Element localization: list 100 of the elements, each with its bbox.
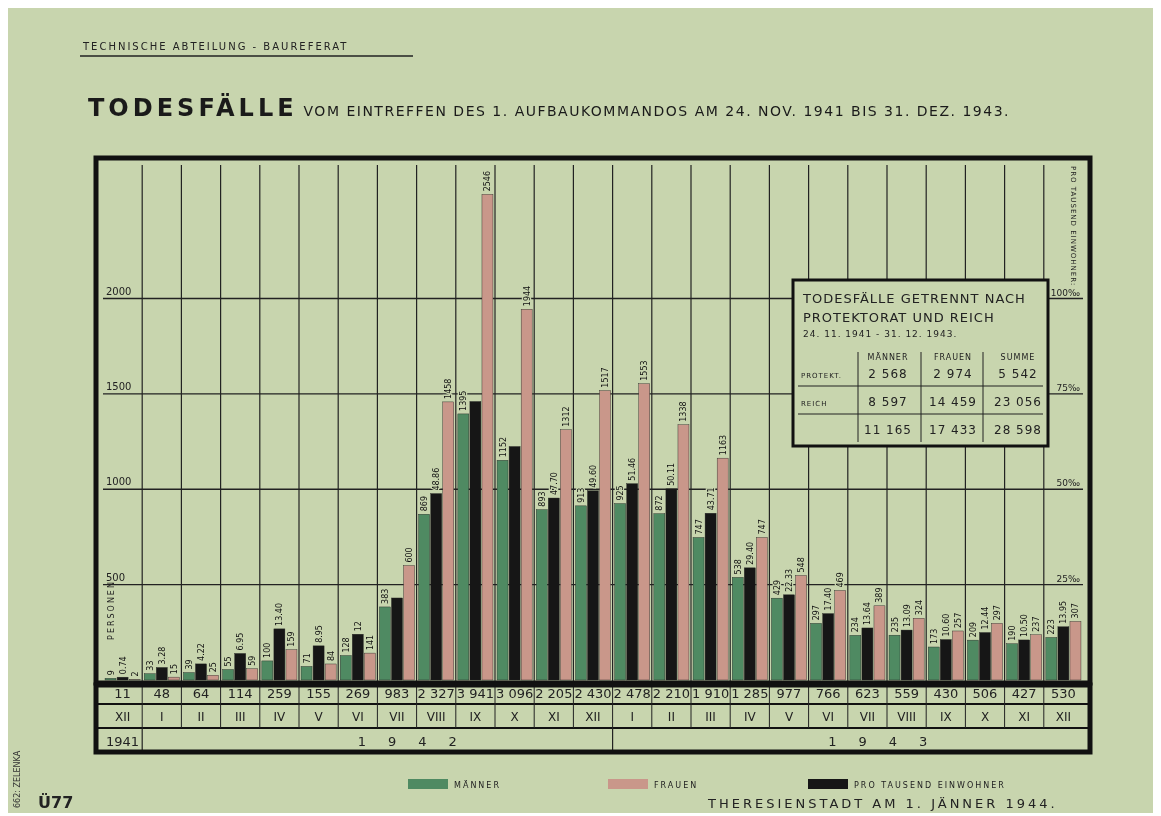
- data-label: 141: [365, 634, 375, 651]
- data-label: 538: [733, 559, 743, 575]
- data-label: 159: [287, 631, 297, 647]
- y-tick-label: 1500: [106, 380, 132, 392]
- data-label: 600: [405, 547, 415, 563]
- x-tick-label: X: [510, 710, 519, 724]
- data-label: 50.11: [667, 462, 677, 486]
- x-tick-label: XI: [547, 710, 560, 724]
- data-label: 17.40: [824, 587, 834, 611]
- x-tick-label: IV: [743, 710, 757, 724]
- data-label: 869: [420, 495, 430, 512]
- data-label: 1312: [561, 406, 571, 427]
- annotation: 23 056: [994, 395, 1042, 409]
- data-label: 59: [248, 655, 258, 666]
- data-label: 1338: [679, 401, 689, 422]
- x-tick-label: III: [234, 710, 246, 724]
- x-tick-label: XI: [1018, 710, 1031, 724]
- x-tick-label: VI: [822, 710, 835, 724]
- x-tick-label: VII: [859, 710, 876, 724]
- y2-tick-label: 50‰: [1056, 478, 1080, 489]
- total-label: 530: [1050, 686, 1076, 701]
- legend-label: MÄNNER: [454, 780, 501, 790]
- data-label: 1458: [444, 378, 454, 399]
- annotation: 2 974: [933, 367, 973, 381]
- data-label: 47.70: [549, 472, 559, 496]
- x-tick-label: IX: [939, 710, 952, 724]
- data-label: 71: [302, 653, 312, 664]
- data-label: 237: [1032, 616, 1042, 632]
- annotation: 5 542: [998, 367, 1038, 381]
- data-label: 3.28: [157, 646, 167, 665]
- text: 1943: [828, 734, 950, 749]
- y2-tick-label: 75‰: [1056, 382, 1080, 393]
- data-label: 13.40: [275, 602, 285, 626]
- annotation: SUMME: [1000, 353, 1036, 362]
- data-label: 190: [1008, 625, 1018, 641]
- data-label: 383: [380, 588, 390, 604]
- legend-label: PRO TAUSEND EINWOHNER: [854, 781, 1006, 790]
- data-label: 4.22: [197, 643, 206, 661]
- data-label: 100: [263, 642, 273, 658]
- data-label: 925: [616, 485, 626, 501]
- annotation: 24. 11. 1941 - 31. 12. 1943.: [803, 329, 958, 339]
- data-label: 257: [953, 612, 963, 628]
- x-tick-label: IX: [469, 710, 482, 724]
- data-label: 29.40: [745, 541, 755, 565]
- legend-label: FRAUEN: [654, 781, 699, 790]
- total-label: 3 941: [456, 686, 495, 701]
- total-label: 430: [933, 686, 959, 701]
- x-tick-label: XII: [585, 710, 601, 724]
- x-tick-label: I: [160, 710, 164, 724]
- data-label: 12: [353, 621, 363, 632]
- x-tick-label: V: [784, 710, 794, 724]
- data-label: 6.95: [236, 632, 246, 651]
- total-label: 983: [384, 686, 410, 701]
- data-label: 307: [1071, 603, 1081, 619]
- data-label: 469: [836, 572, 846, 588]
- text: TECHNISCHE ABTEILUNG - BAUREFERAT: [82, 41, 349, 52]
- data-label: 2: [130, 671, 140, 677]
- x-tick-label: VIII: [426, 710, 446, 724]
- y-axis-title: PERSONEN: [107, 580, 116, 640]
- data-label: 13.95: [1059, 600, 1069, 624]
- data-label: 49.60: [589, 464, 598, 488]
- data-label: 429: [772, 579, 782, 596]
- data-label: 22.33: [785, 568, 794, 592]
- annotation: PROTEKTORAT UND REICH: [803, 310, 995, 325]
- annotation: MÄNNER: [867, 352, 909, 362]
- total-label: 1 910: [691, 686, 730, 701]
- x-tick-label: VII: [389, 710, 405, 724]
- data-label: 12.44: [981, 606, 990, 630]
- text: 1942: [357, 734, 479, 749]
- data-label: 913: [576, 487, 586, 503]
- data-label: 173: [929, 628, 939, 644]
- annotation: 28 598: [994, 423, 1042, 437]
- data-label: 9: [106, 670, 116, 676]
- total-label: 427: [1011, 686, 1037, 701]
- data-label: 235: [890, 616, 900, 633]
- x-tick-label: X: [980, 710, 990, 724]
- x-tick-label: XII: [1055, 710, 1072, 724]
- x-tick-label: IV: [273, 710, 287, 724]
- total-label: 3 096: [495, 686, 534, 701]
- data-label: 39: [184, 659, 194, 670]
- total-label: 506: [972, 686, 998, 701]
- annotation: 2 568: [868, 367, 908, 381]
- data-label: 297: [812, 605, 822, 621]
- x-tick-label: VI: [351, 710, 364, 724]
- total-label: 2 210: [652, 686, 691, 701]
- total-label: 2 430: [574, 686, 612, 701]
- annotation: 17 433: [929, 423, 977, 437]
- annotation: 8 597: [868, 395, 908, 409]
- data-label: 297: [993, 605, 1003, 621]
- data-label: 223: [1047, 619, 1057, 635]
- total-label: 155: [306, 686, 332, 701]
- data-label: 15: [169, 663, 179, 675]
- data-label: 128: [341, 637, 351, 653]
- data-label: 51.46: [628, 457, 638, 481]
- total-label: 2 205: [535, 686, 573, 701]
- annotation: 11 165: [864, 423, 912, 437]
- data-label: 10.60: [941, 613, 951, 637]
- data-label: 43.71: [706, 487, 716, 511]
- total-label: 1 285: [731, 686, 769, 701]
- text: Ü77: [38, 793, 74, 812]
